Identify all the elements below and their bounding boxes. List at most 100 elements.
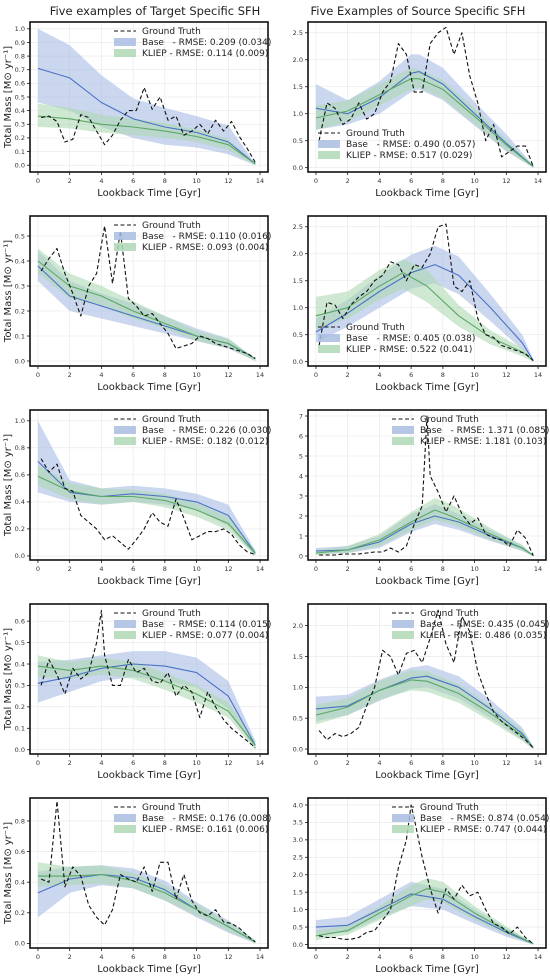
chart-panel-2: 0 2 4 6 8 10 12 14 0.0 0.5 1.0 1.5 2.0 2.5 Lookback Ti… xyxy=(293,21,547,199)
x-tick-label: 12 xyxy=(502,371,510,379)
x-axis-label: Lookback Time [Gyr] xyxy=(97,964,201,975)
plot-frame xyxy=(307,603,547,755)
chart-panel-8: 0 2 4 6 8 10 12 14 0.0 0.5 1.0 1.5 2.0 Lookback Time … xyxy=(293,603,549,781)
legend-base-swatch xyxy=(114,426,136,434)
plot-marks xyxy=(315,223,534,362)
y-tick-label: 3 xyxy=(299,492,303,500)
y-tick-label: 1.0 xyxy=(293,304,303,312)
x-tick-label: 6 xyxy=(409,953,413,961)
x-axis-label: Lookback Time [Gyr] xyxy=(97,188,201,199)
x-tick-label: 12 xyxy=(224,371,232,379)
x-tick-label: 2 xyxy=(346,177,350,185)
legend-kliep-swatch xyxy=(392,437,414,445)
x-tick-label: 2 xyxy=(68,759,72,767)
y-tick-label: 0.0 xyxy=(15,357,25,365)
legend-kliep-label: KLIEP - RMSE: 0.747 (0.044) xyxy=(420,825,546,835)
plot-marks xyxy=(37,800,256,944)
y-tick-label: 0.0 xyxy=(15,161,25,169)
ground-truth-series-line xyxy=(318,26,534,167)
plot-frame xyxy=(307,21,547,173)
x-tick-label: 2 xyxy=(346,371,350,379)
plot-marks xyxy=(315,609,534,750)
x-tick-label: 0 xyxy=(36,371,40,379)
legend-ground-truth-label: Ground Truth xyxy=(420,415,479,425)
kliep-uncertainty-band xyxy=(315,67,534,168)
y-tick-label: 2.0 xyxy=(293,250,303,258)
x-tick-label: 14 xyxy=(256,565,264,573)
legend-ground-truth-label: Ground Truth xyxy=(346,129,405,139)
legend-base-label: Base - RMSE: 0.176 (0.008) xyxy=(142,814,271,824)
y-tick-label: 1.0 xyxy=(293,906,303,914)
x-tick-label: 6 xyxy=(131,953,135,961)
x-tick-label: 14 xyxy=(534,953,542,961)
legend-base-swatch xyxy=(114,814,136,822)
y-axis-label: Total Mass [M⊙ yr⁻¹] xyxy=(3,628,14,731)
y-tick-label: 1.5 xyxy=(293,83,303,91)
plot-marks xyxy=(37,28,256,166)
base-series-line xyxy=(315,675,534,749)
kliep-series-line xyxy=(315,679,534,749)
legend-base-swatch xyxy=(114,232,136,240)
base-series-line xyxy=(37,461,256,554)
y-tick-label: 0.6 xyxy=(15,80,25,88)
y-tick-label: 1.5 xyxy=(293,888,303,896)
base-series-line xyxy=(37,663,256,746)
x-tick-label: 6 xyxy=(131,565,135,573)
y-tick-label: 0.5 xyxy=(293,137,303,145)
x-tick-label: 0 xyxy=(314,371,318,379)
y-tick-label: 0.1 xyxy=(15,725,25,733)
x-tick-label: 4 xyxy=(99,177,103,185)
y-tick-label: 1.5 xyxy=(293,653,303,661)
x-tick-label: 4 xyxy=(99,565,103,573)
x-tick-label: 12 xyxy=(502,953,510,961)
kliep-uncertainty-band xyxy=(315,498,534,556)
legend-ground-truth-label: Ground Truth xyxy=(420,609,479,619)
y-tick-label: 0.0 xyxy=(293,745,303,753)
chart-panel-4: 0 2 4 6 8 10 12 14 0.0 0.5 1.0 1.5 2.0 2.5 Lookback Ti… xyxy=(293,215,547,393)
y-tick-label: 0.5 xyxy=(293,331,303,339)
base-uncertainty-band xyxy=(37,865,256,944)
x-axis-label: Lookback Time [Gyr] xyxy=(375,576,479,587)
y-tick-label: 0.7 xyxy=(15,66,25,74)
x-tick-label: 10 xyxy=(192,953,200,961)
y-tick-label: 0.5 xyxy=(15,93,25,101)
x-tick-label: 0 xyxy=(314,177,318,185)
x-axis-label: Lookback Time [Gyr] xyxy=(97,770,201,781)
x-tick-label: 6 xyxy=(131,371,135,379)
legend-kliep-label: KLIEP - RMSE: 1.181 (0.103) xyxy=(420,437,546,447)
x-tick-label: 0 xyxy=(314,565,318,573)
y-tick-label: 0.1 xyxy=(15,332,25,340)
panels: 0 2 4 6 8 10 12 140.00.10.20.30.40.50.60.70.80.… xyxy=(3,21,549,975)
y-tick-label: 0.2 xyxy=(15,307,25,315)
ground-truth-series-line xyxy=(40,225,256,359)
plot-marks xyxy=(37,420,256,556)
legend-base-label: Base - RMSE: 0.114 (0.015) xyxy=(142,620,271,630)
y-tick-label: 0.6 xyxy=(15,848,25,856)
legend-kliep-label: KLIEP - RMSE: 0.486 (0.035) xyxy=(420,631,546,641)
y-tick-label: 0.0 xyxy=(15,746,25,754)
x-tick-label: 4 xyxy=(377,371,381,379)
y-tick-label: 2.0 xyxy=(293,56,303,64)
y-tick-label: 0.2 xyxy=(15,525,25,533)
chart-panel-9: 0 2 4 6 8 10 12 14 0.0 0.2 0.4 0.6 0.8 Lookback Time … xyxy=(3,797,271,975)
y-tick-label: 0.3 xyxy=(15,121,25,129)
legend-base-swatch xyxy=(318,140,340,148)
y-tick-label: 7 xyxy=(299,412,303,420)
legend-base-swatch xyxy=(114,38,136,46)
x-tick-label: 8 xyxy=(163,953,167,961)
y-tick-label: 2.0 xyxy=(293,622,303,630)
x-axis-label: Lookback Time [Gyr] xyxy=(375,964,479,975)
x-tick-label: 12 xyxy=(502,759,510,767)
x-tick-label: 0 xyxy=(36,565,40,573)
y-tick-label: 0.0 xyxy=(15,940,25,948)
x-tick-label: 8 xyxy=(441,565,445,573)
y-tick-label: 0.5 xyxy=(293,714,303,722)
plot-frame xyxy=(29,797,269,949)
kliep-series-line xyxy=(37,260,256,359)
legend-ground-truth-label: Ground Truth xyxy=(142,609,201,619)
x-tick-label: 2 xyxy=(346,759,350,767)
y-tick-label: 0.4 xyxy=(15,107,25,115)
legend-kliep-label: KLIEP - RMSE: 0.522 (0.041) xyxy=(346,345,472,355)
